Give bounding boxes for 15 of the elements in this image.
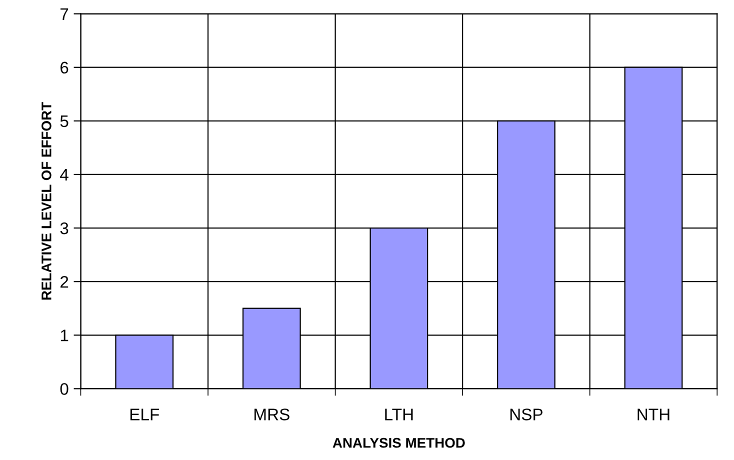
y-tick-label: 0 bbox=[60, 383, 68, 395]
y-tick-label: 1 bbox=[60, 330, 68, 342]
y-axis-title: RELATIVE LEVEL OF EFFORT bbox=[42, 102, 52, 300]
x-tick-label: NTH bbox=[638, 408, 670, 420]
x-tick-label: LTH bbox=[385, 408, 413, 420]
x-axis-title: ANALYSIS METHOD bbox=[332, 438, 465, 448]
y-tick-label: 5 bbox=[60, 115, 68, 128]
x-tick-label: MRS bbox=[254, 408, 290, 420]
y-tick-label: 3 bbox=[60, 222, 68, 234]
y-tick-label: 2 bbox=[60, 276, 68, 288]
y-tick-label: 7 bbox=[60, 8, 68, 20]
x-tick-label: ELF bbox=[130, 408, 159, 420]
y-tick-label: 6 bbox=[60, 62, 68, 74]
x-tick-label: NSP bbox=[510, 408, 542, 420]
y-tick-label: 4 bbox=[60, 169, 68, 181]
